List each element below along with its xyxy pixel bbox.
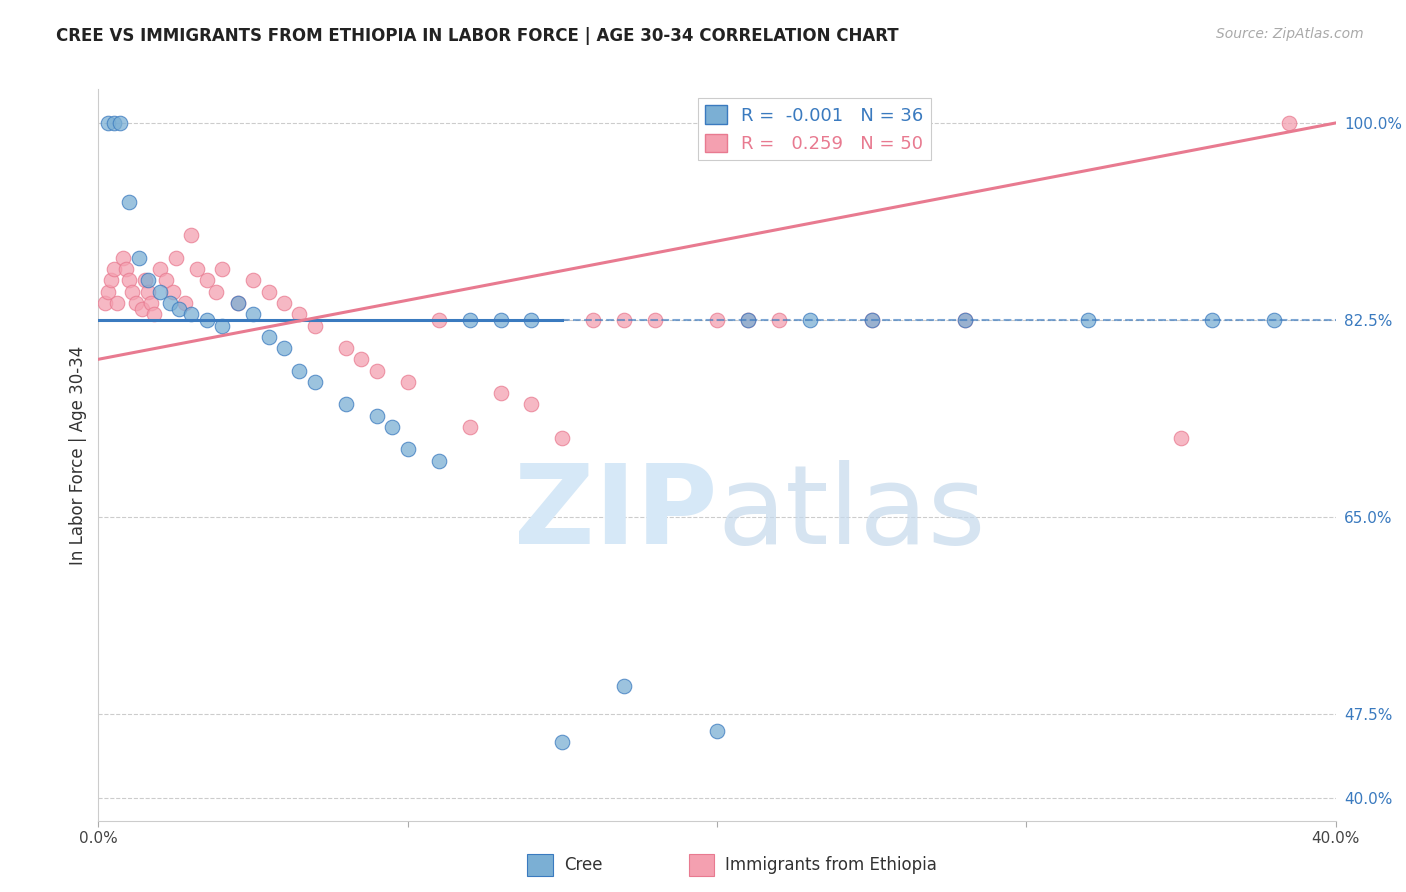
Point <box>520 313 543 327</box>
Point <box>953 313 976 327</box>
Text: Cree: Cree <box>564 855 602 874</box>
Point <box>97 285 120 299</box>
Point <box>288 307 311 321</box>
Point <box>195 273 218 287</box>
Point <box>136 285 159 299</box>
Point <box>335 397 357 411</box>
Point <box>149 285 172 299</box>
Point <box>520 397 543 411</box>
Point <box>180 307 202 321</box>
Point <box>121 285 143 299</box>
Point <box>226 296 249 310</box>
Point <box>489 386 512 401</box>
Point <box>211 318 233 333</box>
Point <box>115 262 138 277</box>
Legend: R =  -0.001   N = 36, R =   0.259   N = 50: R = -0.001 N = 36, R = 0.259 N = 50 <box>697 98 931 161</box>
Point <box>366 363 388 377</box>
Point <box>427 453 450 467</box>
Point <box>139 296 162 310</box>
Text: CREE VS IMMIGRANTS FROM ETHIOPIA IN LABOR FORCE | AGE 30-34 CORRELATION CHART: CREE VS IMMIGRANTS FROM ETHIOPIA IN LABO… <box>56 27 898 45</box>
Point <box>165 251 187 265</box>
Y-axis label: In Labor Force | Age 30-34: In Labor Force | Age 30-34 <box>69 345 87 565</box>
Point <box>304 318 326 333</box>
Point <box>174 296 197 310</box>
Point <box>458 313 481 327</box>
Point <box>124 296 146 310</box>
Point <box>644 313 666 327</box>
Point <box>489 313 512 327</box>
Point <box>768 313 790 327</box>
Point <box>118 194 141 209</box>
Point <box>162 285 184 299</box>
Point <box>242 273 264 287</box>
Point <box>167 301 190 316</box>
Point <box>366 409 388 423</box>
Point <box>1263 313 1285 327</box>
Point <box>304 375 326 389</box>
Text: Source: ZipAtlas.com: Source: ZipAtlas.com <box>1216 27 1364 41</box>
Point <box>427 313 450 327</box>
Point <box>143 307 166 321</box>
Point <box>551 431 574 445</box>
Point <box>335 341 357 355</box>
Point <box>134 273 156 287</box>
Text: ZIP: ZIP <box>513 460 717 567</box>
Point <box>186 262 208 277</box>
Point <box>128 251 150 265</box>
Point <box>136 273 159 287</box>
Point <box>288 363 311 377</box>
Point <box>118 273 141 287</box>
Point <box>1077 313 1099 327</box>
Point <box>396 375 419 389</box>
Point <box>706 313 728 327</box>
Point <box>458 419 481 434</box>
Point <box>350 352 373 367</box>
Point <box>257 330 280 344</box>
Point <box>159 296 181 310</box>
Point <box>1170 431 1192 445</box>
Point <box>381 419 404 434</box>
Point <box>108 116 131 130</box>
Point <box>93 296 115 310</box>
Text: Immigrants from Ethiopia: Immigrants from Ethiopia <box>725 855 938 874</box>
Point <box>706 723 728 738</box>
Point <box>103 116 125 130</box>
Point <box>112 251 135 265</box>
Point <box>551 735 574 749</box>
Point <box>1201 313 1223 327</box>
Point <box>273 296 295 310</box>
Point <box>396 442 419 457</box>
Point <box>860 313 883 327</box>
Point <box>799 313 821 327</box>
Point <box>205 285 228 299</box>
Point <box>737 313 759 327</box>
Point <box>953 313 976 327</box>
Point <box>226 296 249 310</box>
Text: atlas: atlas <box>717 460 986 567</box>
Point <box>737 313 759 327</box>
Point <box>613 679 636 693</box>
Point <box>211 262 233 277</box>
Point <box>257 285 280 299</box>
Point <box>155 273 177 287</box>
Point <box>131 301 153 316</box>
Point <box>613 313 636 327</box>
Point <box>242 307 264 321</box>
Point <box>100 273 122 287</box>
Point <box>103 262 125 277</box>
Point <box>180 228 202 243</box>
Point <box>105 296 128 310</box>
Point <box>97 116 120 130</box>
Point <box>1278 116 1301 130</box>
Point <box>860 313 883 327</box>
Point <box>582 313 605 327</box>
Point <box>195 313 218 327</box>
Point <box>273 341 295 355</box>
Point <box>149 262 172 277</box>
